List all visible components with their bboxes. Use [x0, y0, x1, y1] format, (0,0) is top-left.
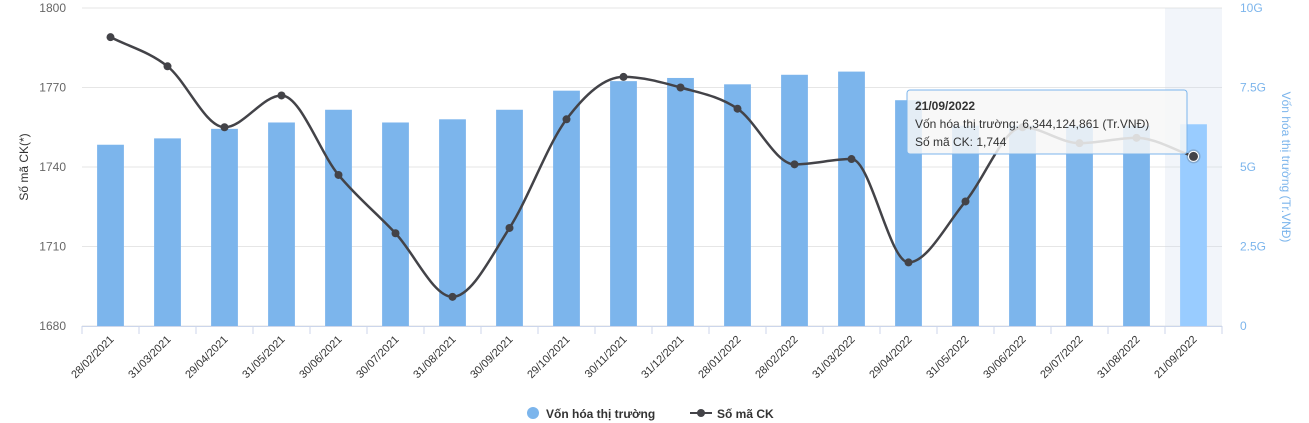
y-left-tick-label: 1710 [39, 240, 66, 254]
bar [667, 77, 694, 327]
line-point [961, 197, 970, 206]
x-axis-ticks: 28/02/2021 31/03/2021 29/04/2021 31/05/2021… [69, 326, 1223, 381]
bar [325, 109, 352, 326]
y-right-tick-label: 5G [1240, 160, 1256, 174]
y-right-tick-label: 10G [1240, 1, 1263, 15]
x-tick-label: 29/04/2022 [867, 334, 914, 381]
legend-line-marker[interactable] [697, 409, 705, 417]
line-point [790, 160, 799, 169]
line-point [106, 33, 115, 42]
gridlines [82, 7, 1222, 327]
bar [1066, 125, 1093, 326]
tooltip-symbol-count: Số mã CK: 1,744 [915, 135, 1007, 149]
x-tick-label: 30/11/2021 [583, 334, 630, 381]
bar [838, 71, 865, 326]
line-point [676, 83, 685, 92]
line-point [505, 223, 514, 232]
x-tick-label: 30/07/2021 [354, 334, 401, 381]
bars [97, 71, 1207, 327]
bar [610, 81, 637, 326]
x-tick-label: 30/09/2021 [468, 334, 515, 381]
tooltip-date: 21/09/2022 [915, 99, 975, 113]
x-tick-label: 31/03/2021 [126, 334, 173, 381]
x-tick-label: 29/07/2022 [1038, 334, 1085, 381]
line-point [163, 62, 172, 71]
legend-item-market-cap[interactable]: Vốn hóa thị trường [546, 407, 655, 421]
line-point [904, 258, 913, 267]
bar [496, 109, 523, 326]
x-tick-label: 30/06/2021 [297, 334, 344, 381]
line-point [847, 155, 856, 164]
bar [439, 119, 466, 326]
y-right-tick-label: 7.5G [1240, 81, 1266, 95]
y-left-tick-label: 1740 [39, 160, 66, 174]
y-right-tick-label: 2.5G [1240, 240, 1266, 254]
bar [268, 122, 295, 326]
x-tick-label: 31/08/2022 [1095, 334, 1142, 381]
line-point [1188, 150, 1199, 162]
bar [553, 90, 580, 327]
line-point [220, 123, 229, 132]
line-point [562, 115, 571, 124]
bar [97, 144, 124, 326]
bar [781, 74, 808, 326]
bar [952, 125, 979, 326]
x-tick-label: 31/12/2021 [639, 334, 686, 381]
x-tick-label: 29/10/2021 [525, 334, 572, 381]
line-point [277, 91, 286, 100]
line-point [733, 104, 742, 113]
right-axis-ticks: 0 2.5G 5G 7.5G 10G [1240, 1, 1266, 333]
line-point [334, 170, 343, 179]
line-point [619, 72, 628, 81]
legend-bar-symbol[interactable] [527, 407, 539, 419]
legend-item-symbol-count[interactable]: Số mã CK [717, 407, 774, 421]
tooltip-market-cap: Vốn hóa thị trường: 6,344,124,861 (Tr.VN… [915, 117, 1149, 131]
x-tick-label: 31/03/2022 [810, 334, 857, 381]
tooltip: 21/09/2022 Vốn hóa thị trường: 6,344,124… [906, 89, 1188, 155]
bar [154, 138, 181, 326]
x-tick-label: 21/09/2022 [1152, 334, 1199, 381]
bar [724, 84, 751, 326]
tooltip-box [906, 89, 1188, 155]
right-axis-title: Vốn hóa thị trường (Tr.VNĐ) [1279, 92, 1293, 243]
y-left-tick-label: 1680 [39, 319, 66, 333]
x-tick-label: 31/08/2021 [411, 334, 458, 381]
x-tick-label: 29/04/2021 [183, 334, 230, 381]
x-tick-label: 31/05/2021 [240, 334, 287, 381]
left-axis-title: Số mã CK(*) [17, 133, 31, 200]
x-tick-label: 28/02/2021 [69, 334, 116, 381]
x-tick-label: 30/06/2022 [981, 334, 1028, 381]
line-point [448, 292, 457, 301]
y-right-tick-label: 0 [1240, 319, 1247, 333]
y-left-tick-label: 1800 [39, 1, 66, 15]
x-tick-label: 28/02/2022 [753, 334, 800, 381]
left-axis-ticks: 1680 1710 1740 1770 1800 [39, 1, 66, 333]
legend[interactable]: Vốn hóa thị trường Số mã CK [527, 407, 774, 421]
y-left-tick-label: 1770 [39, 81, 66, 95]
bar [1009, 125, 1036, 326]
bar [211, 128, 238, 326]
bar [1123, 125, 1150, 326]
x-tick-label: 31/05/2022 [924, 334, 971, 381]
line-point [391, 229, 400, 238]
x-tick-label: 28/01/2022 [696, 334, 743, 381]
